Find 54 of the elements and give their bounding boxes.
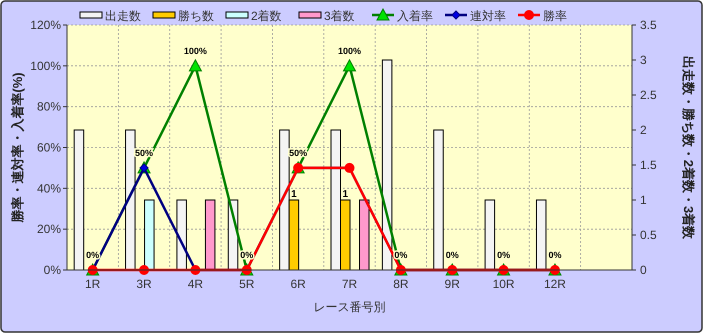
x-tick-label: 1R [85,277,101,291]
y-tick-label: 80% [36,100,62,114]
data-label: 100% [338,46,362,56]
x-tick-label: 3R [136,277,152,291]
y2-tick-label: 0.5 [640,228,658,242]
legend-label: 出走数 [105,9,141,23]
bar [536,200,546,270]
y-tick-label: 60% [36,140,62,154]
x-tick-label: 4R [188,277,204,291]
legend-label: 連対率 [470,9,506,23]
point [188,59,202,72]
point [343,59,356,72]
x-tick-label: 8R [393,277,409,291]
y2-tick-label: 1 [640,193,647,207]
x-tick-label: 6R [290,277,306,291]
legend-label: 入着率 [397,9,433,23]
bar [382,60,392,270]
y-tick-label: 100% [30,58,62,73]
y2-axis-title: 出走数・勝ち数・2着数・3着数 [681,56,696,240]
data-label: 1 [342,189,348,200]
legend-label: 勝ち数 [178,9,214,23]
legend-label: 3着数 [324,9,355,23]
y2-tick-label: 3 [640,53,647,67]
y-tick-label: 20% [36,222,62,236]
data-label: 0% [446,250,459,260]
bar [359,200,370,270]
y2-tick-label: 3.5 [640,18,658,32]
x-tick-label: 10R [492,277,515,291]
bar [484,200,496,270]
bar [433,130,444,270]
data-label: 0% [86,250,100,260]
x-tick-label: 9R [444,277,460,291]
y2-tick-label: 2 [640,123,647,137]
x-tick-label: 7R [342,277,358,291]
data-label: 100% [184,46,207,56]
y-tick-label: 0% [44,263,62,277]
y-tick-label: 120% [30,18,62,32]
x-tick-label: 5R [239,277,255,291]
data-label: 1 [291,189,298,200]
y2-tick-label: 2.5 [640,88,658,102]
y-tick-label: 40% [36,181,62,196]
y2-tick-label: 1.5 [640,158,658,172]
bar [204,200,216,270]
legend-label: 勝率 [543,9,567,23]
y-axis-title: 勝率・連対率・入着率(%) [10,72,25,224]
data-label: 0% [497,250,510,260]
bar [74,130,84,270]
bar [125,130,136,270]
data-label: 0% [548,250,562,260]
legend-label: 2着数 [251,9,282,23]
bar [144,200,155,270]
x-tick-label: 12R [544,277,566,291]
x-axis-title: レース番号別 [314,300,386,314]
y2-tick-label: 0 [640,263,647,277]
